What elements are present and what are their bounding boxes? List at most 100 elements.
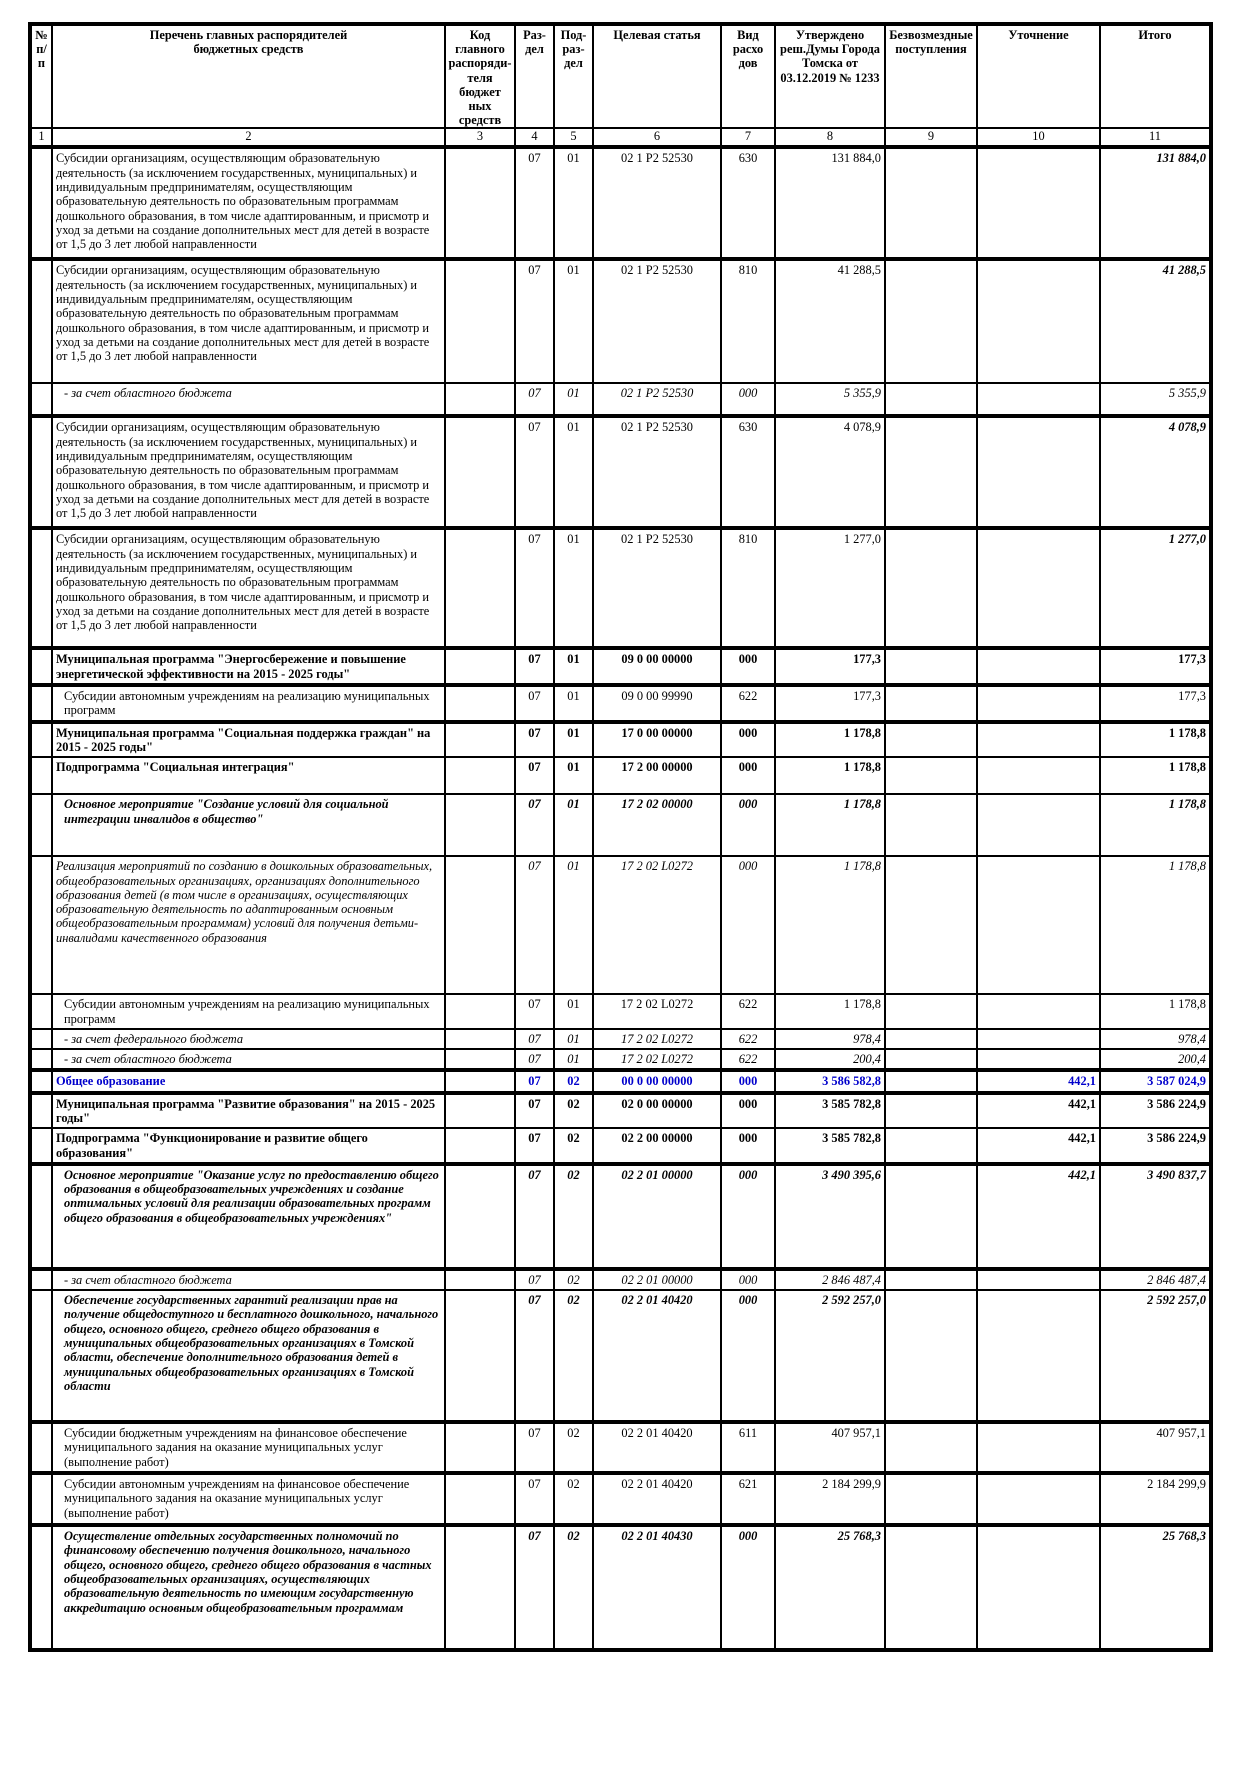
cell-gratuitous-receipts <box>884 1523 978 1652</box>
cell-target-article: 02 2 01 40430 <box>592 1523 722 1652</box>
column-number: 2 <box>51 127 446 150</box>
cell-total: 41 288,5 <box>1099 257 1212 385</box>
cell-expense-type: 000 <box>720 1090 776 1130</box>
column-number: 5 <box>553 127 594 150</box>
cell-clarification <box>976 993 1101 1030</box>
cell-total: 3 586 224,9 <box>1099 1090 1212 1130</box>
cell-item-number <box>29 382 53 418</box>
cell-recipient-name: Общее образование <box>51 1068 446 1094</box>
cell-total: 25 768,3 <box>1099 1523 1212 1652</box>
cell-grbs-code <box>444 719 516 759</box>
cell-expense-type: 810 <box>720 257 776 385</box>
cell-approved: 1 178,8 <box>774 993 886 1030</box>
column-number: 4 <box>514 127 555 150</box>
cell-clarification: 442,1 <box>976 1127 1101 1165</box>
cell-grbs-code <box>444 993 516 1030</box>
cell-recipient-name: Субсидии автономным учреждениям на реали… <box>51 993 446 1030</box>
cell-recipient-name: Субсидии организациям, осуществляющим об… <box>51 145 446 261</box>
cell-clarification <box>976 1289 1101 1424</box>
cell-grbs-code <box>444 1068 516 1094</box>
cell-approved: 3 585 782,8 <box>774 1127 886 1165</box>
table-row: - за счет областного бюджета 07 01 17 2 02 … <box>29 1048 1212 1072</box>
cell-clarification <box>976 414 1101 530</box>
column-number: 1 <box>29 127 53 150</box>
cell-recipient-name: Реализация мероприятий по созданию в дош… <box>51 855 446 996</box>
cell-grbs-code <box>444 793 516 858</box>
cell-expense-type: 000 <box>720 1127 776 1165</box>
col-header-approved: Утверждено реш.Думы Города Томска от 03.… <box>774 22 886 130</box>
table-row: Муниципальная программа "Социальная подд… <box>29 719 1212 759</box>
col-header-subsection: Под- раз- дел <box>553 22 594 130</box>
cell-section: 07 <box>514 793 555 858</box>
cell-section: 07 <box>514 257 555 385</box>
col-header-target-article: Целевая статья <box>592 22 722 130</box>
cell-item-number <box>29 1048 53 1072</box>
header-row: № п/п Перечень главных распорядителей бю… <box>29 22 1212 130</box>
cell-expense-type: 000 <box>720 855 776 996</box>
cell-approved: 1 178,8 <box>774 756 886 796</box>
cell-total: 177,3 <box>1099 646 1212 687</box>
table-row: Субсидии автономным учреждениям на реали… <box>29 993 1212 1030</box>
cell-section: 07 <box>514 1289 555 1424</box>
cell-clarification <box>976 1048 1101 1072</box>
cell-approved: 1 178,8 <box>774 793 886 858</box>
cell-gratuitous-receipts <box>884 1068 978 1094</box>
cell-section: 07 <box>514 526 555 650</box>
cell-item-number <box>29 719 53 759</box>
cell-expense-type: 622 <box>720 1048 776 1072</box>
cell-total: 2 592 257,0 <box>1099 1289 1212 1424</box>
col-header-item-number: № п/п <box>29 22 53 130</box>
cell-gratuitous-receipts <box>884 1161 978 1270</box>
cell-subsection: 02 <box>553 1127 594 1165</box>
column-number: 9 <box>884 127 978 150</box>
cell-subsection: 01 <box>553 526 594 650</box>
cell-recipient-name: Подпрограмма "Социальная интеграция" <box>51 756 446 796</box>
cell-target-article: 17 2 02 L0272 <box>592 1048 722 1072</box>
cell-recipient-name: - за счет федерального бюджета <box>51 1027 446 1051</box>
cell-clarification <box>976 855 1101 996</box>
cell-expense-type: 622 <box>720 1027 776 1051</box>
cell-subsection: 02 <box>553 1068 594 1094</box>
cell-subsection: 01 <box>553 382 594 418</box>
cell-clarification <box>976 683 1101 723</box>
cell-item-number <box>29 1027 53 1051</box>
cell-item-number <box>29 793 53 858</box>
cell-total: 2 846 487,4 <box>1099 1266 1212 1292</box>
cell-grbs-code <box>444 1289 516 1424</box>
cell-gratuitous-receipts <box>884 1127 978 1165</box>
cell-subsection: 01 <box>553 1048 594 1072</box>
table-row: - за счет федерального бюджета 07 01 17 2 0… <box>29 1027 1212 1051</box>
cell-clarification <box>976 257 1101 385</box>
cell-total: 3 587 024,9 <box>1099 1068 1212 1094</box>
cell-total: 1 277,0 <box>1099 526 1212 650</box>
table-body: Субсидии организациям, осуществляющим об… <box>29 145 1212 1652</box>
cell-clarification <box>976 793 1101 858</box>
table-row: Субсидии бюджетным учреждениям на финанс… <box>29 1420 1212 1475</box>
cell-section: 07 <box>514 993 555 1030</box>
cell-gratuitous-receipts <box>884 1027 978 1051</box>
column-numbers-row: 1 2 3 4 5 6 7 8 9 10 11 <box>29 127 1212 150</box>
cell-clarification: 442,1 <box>976 1068 1101 1094</box>
cell-section: 07 <box>514 719 555 759</box>
table-row: Субсидии автономным учреждениям на финан… <box>29 1471 1212 1527</box>
cell-gratuitous-receipts <box>884 257 978 385</box>
cell-grbs-code <box>444 646 516 687</box>
cell-target-article: 02 1 P2 52530 <box>592 257 722 385</box>
cell-clarification <box>976 756 1101 796</box>
cell-total: 978,4 <box>1099 1027 1212 1051</box>
table-row: Субсидии организациям, осуществляющим об… <box>29 526 1212 650</box>
cell-subsection: 01 <box>553 145 594 261</box>
cell-total: 2 184 299,9 <box>1099 1471 1212 1527</box>
cell-subsection: 02 <box>553 1161 594 1270</box>
cell-subsection: 01 <box>553 719 594 759</box>
cell-recipient-name: Субсидии автономным учреждениям на финан… <box>51 1471 446 1527</box>
cell-target-article: 17 2 02 L0272 <box>592 855 722 996</box>
cell-target-article: 02 1 P2 52530 <box>592 414 722 530</box>
cell-clarification: 442,1 <box>976 1090 1101 1130</box>
cell-approved: 25 768,3 <box>774 1523 886 1652</box>
cell-section: 07 <box>514 1266 555 1292</box>
cell-item-number <box>29 145 53 261</box>
cell-approved: 41 288,5 <box>774 257 886 385</box>
cell-clarification <box>976 1420 1101 1475</box>
cell-approved: 1 277,0 <box>774 526 886 650</box>
